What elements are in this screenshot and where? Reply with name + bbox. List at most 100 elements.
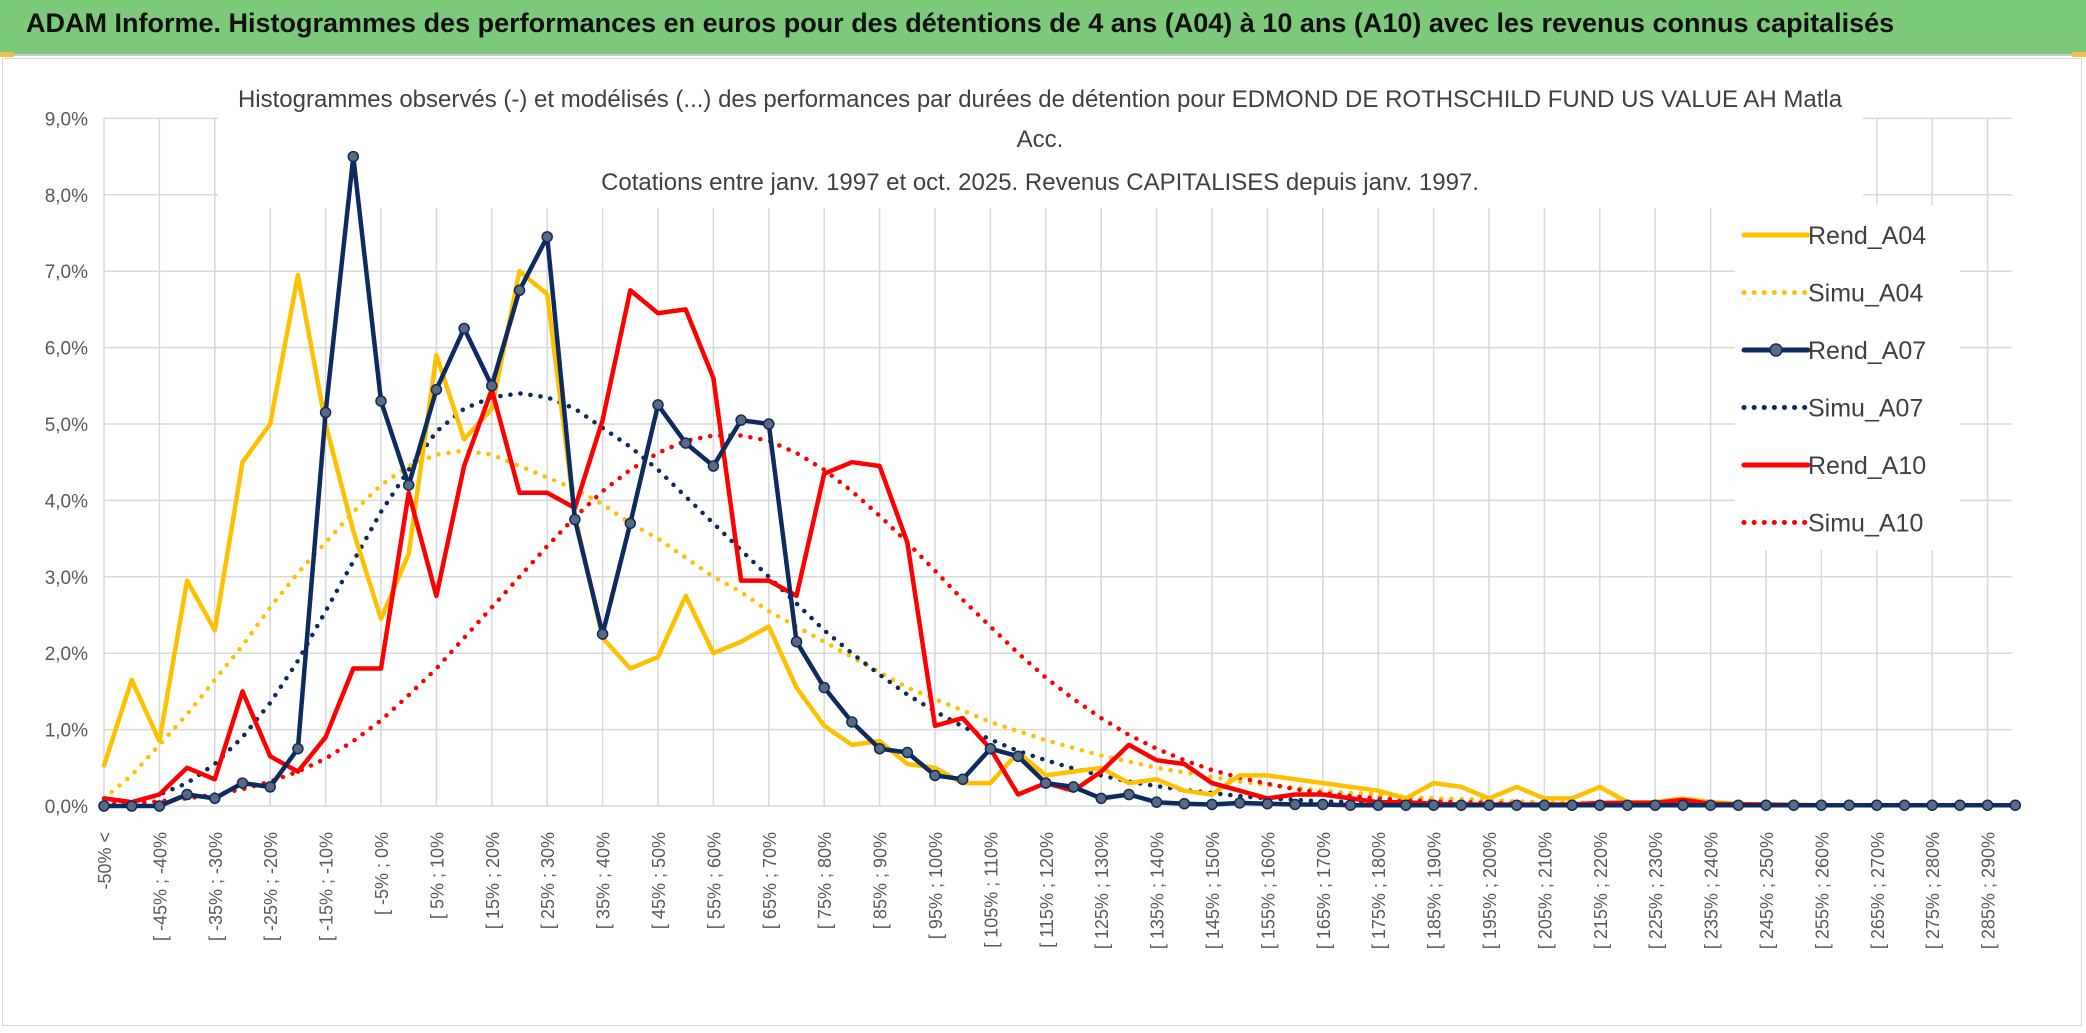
data-point-rend-a07 [209, 792, 221, 805]
x-tick-label: [ 215% ; 220% [1591, 832, 1611, 949]
data-point-rend-a07 [402, 479, 415, 491]
data-point-rend-a07 [1483, 799, 1495, 811]
data-point-rend-a07 [1510, 799, 1523, 811]
y-tick-label: 5,0% [45, 415, 88, 436]
data-point-rend-a07 [1871, 799, 1883, 811]
data-point-rend-a07 [153, 800, 166, 812]
x-tick-label: [ 45% ; 50% [649, 832, 669, 929]
data-point-rend-a07 [513, 284, 526, 297]
histogram-chart: 0,0% 1,0% 2,0% 3,0% 4,0% 5,0% 6,0% 7,0% 8,0% 9,0%… [45, 68, 2022, 949]
data-point-rend-a07 [458, 322, 470, 335]
legend-label: Rend_A07 [1808, 337, 1926, 365]
y-tick-label: 3,0% [45, 568, 88, 589]
data-point-rend-a07 [98, 800, 110, 812]
y-tick-label: 7,0% [45, 262, 88, 283]
chart-title-line: Acc. [1017, 126, 1064, 153]
data-point-rend-a07 [1206, 798, 1218, 811]
data-point-rend-a07 [1677, 799, 1689, 811]
data-point-rend-a07 [1594, 799, 1606, 811]
data-point-rend-a07 [1095, 792, 1107, 805]
data-point-rend-a07 [486, 380, 498, 392]
data-point-rend-a07 [319, 406, 332, 419]
data-point-rend-a07 [1981, 799, 1994, 811]
legend-label: Rend_A10 [1808, 452, 1926, 480]
report-header: ADAM Informe. Histogrammes des performan… [0, 0, 2086, 56]
x-tick-label: [ 75% ; 80% [815, 832, 835, 929]
legend-label: Simu_A04 [1808, 280, 1923, 308]
data-point-rend-a07 [984, 742, 997, 755]
data-point-rend-a07 [1400, 799, 1412, 811]
y-tick-label: 6,0% [45, 339, 88, 360]
data-point-rend-a07 [652, 399, 664, 411]
data-point-rend-a07 [292, 742, 304, 755]
y-tick-label: 0,0% [45, 797, 88, 818]
y-tick-label: 9,0% [45, 109, 88, 130]
corner-marker-right [2072, 52, 2086, 57]
x-tick-label: [ -35% ; -30% [206, 832, 226, 941]
y-tick-label: 2,0% [45, 644, 88, 665]
data-point-rend-a07 [624, 517, 637, 530]
x-tick-label: [ 155% ; 160% [1258, 832, 1278, 949]
data-point-rend-a07 [1621, 799, 1634, 811]
x-tick-label: [ 125% ; 130% [1092, 832, 1112, 949]
chart-title-line: Cotations entre janv. 1997 et oct. 2025.… [601, 169, 1479, 196]
corner-marker-left [0, 52, 14, 57]
data-point-rend-a07 [707, 460, 720, 472]
data-point-rend-a07 [1843, 799, 1855, 811]
data-point-rend-a07 [264, 781, 276, 793]
data-point-rend-a07 [375, 395, 387, 407]
x-tick-label: [ 225% ; 230% [1646, 832, 1666, 949]
y-tick-label: 1,0% [45, 721, 88, 742]
x-tick-label: [ 5% ; 10% [427, 832, 447, 919]
x-tick-label: [ 115% ; 120% [1037, 832, 1057, 948]
data-point-rend-a07 [1787, 799, 1800, 811]
x-tick-label: [ 235% ; 240% [1702, 832, 1722, 949]
data-point-rend-a07 [763, 418, 775, 430]
series-line-rend-a07 [101, 154, 2018, 809]
data-point-rend-a07 [1261, 797, 1274, 810]
data-point-rend-a07 [901, 746, 914, 759]
data-point-rend-a07 [125, 800, 138, 812]
x-tick-label: [ 255% ; 260% [1812, 832, 1832, 949]
data-point-rend-a07 [1123, 788, 1135, 801]
data-point-rend-a07 [430, 383, 443, 396]
data-point-rend-a07 [1178, 797, 1191, 810]
data-point-rend-a07 [1954, 799, 1966, 811]
series-line-rend-a10 [101, 288, 2018, 808]
x-tick-label: [ 95% ; 100% [926, 832, 946, 939]
data-point-rend-a07 [1233, 797, 1246, 809]
chart-title-line: Histogrammes observés (-) et modélisés (… [238, 86, 1843, 113]
data-point-rend-a07 [541, 231, 553, 243]
data-point-rend-a07 [956, 773, 969, 786]
data-point-rend-a07 [181, 788, 193, 801]
y-tick-label: 8,0% [45, 186, 88, 207]
data-point-rend-a07 [1732, 799, 1745, 811]
data-point-rend-a07 [1067, 781, 1080, 793]
data-point-rend-a07 [735, 414, 747, 426]
data-point-rend-a07 [1427, 799, 1440, 811]
data-point-rend-a07 [1289, 798, 1301, 811]
x-tick-label: [ 175% ; 180% [1369, 832, 1389, 949]
x-tick-label: [ 65% ; 70% [760, 832, 780, 929]
x-tick-label: [ 165% ; 170% [1314, 832, 1334, 949]
x-tick-label: [ 205% ; 210% [1535, 832, 1555, 949]
data-point-rend-a07 [1040, 777, 1052, 789]
x-tick-label: [ 245% ; 250% [1757, 832, 1777, 949]
title-panel [218, 68, 1863, 208]
x-tick-label: [ 185% ; 190% [1425, 832, 1445, 949]
data-point-rend-a07 [1012, 750, 1024, 763]
x-tick-label: [ 55% ; 60% [704, 832, 724, 929]
x-tick-label: [ -5% ; 0% [372, 832, 392, 915]
x-tick-label: [ 195% ; 200% [1480, 832, 1500, 949]
data-point-rend-a07 [873, 742, 886, 755]
data-point-rend-a07 [1566, 799, 1578, 811]
x-tick-label: -50% < [95, 832, 115, 890]
data-point-rend-a07 [236, 777, 249, 789]
legend-label: Simu_A07 [1808, 395, 1923, 423]
data-point-rend-a07 [1344, 799, 1357, 811]
data-point-rend-a07 [1815, 799, 1828, 811]
x-tick-label: [ -15% ; -10% [317, 832, 337, 941]
x-tick-label: [ -25% ; -20% [261, 832, 281, 941]
x-tick-label: [ 285% ; 290% [1979, 832, 1999, 949]
data-point-rend-a07 [1926, 799, 1938, 811]
